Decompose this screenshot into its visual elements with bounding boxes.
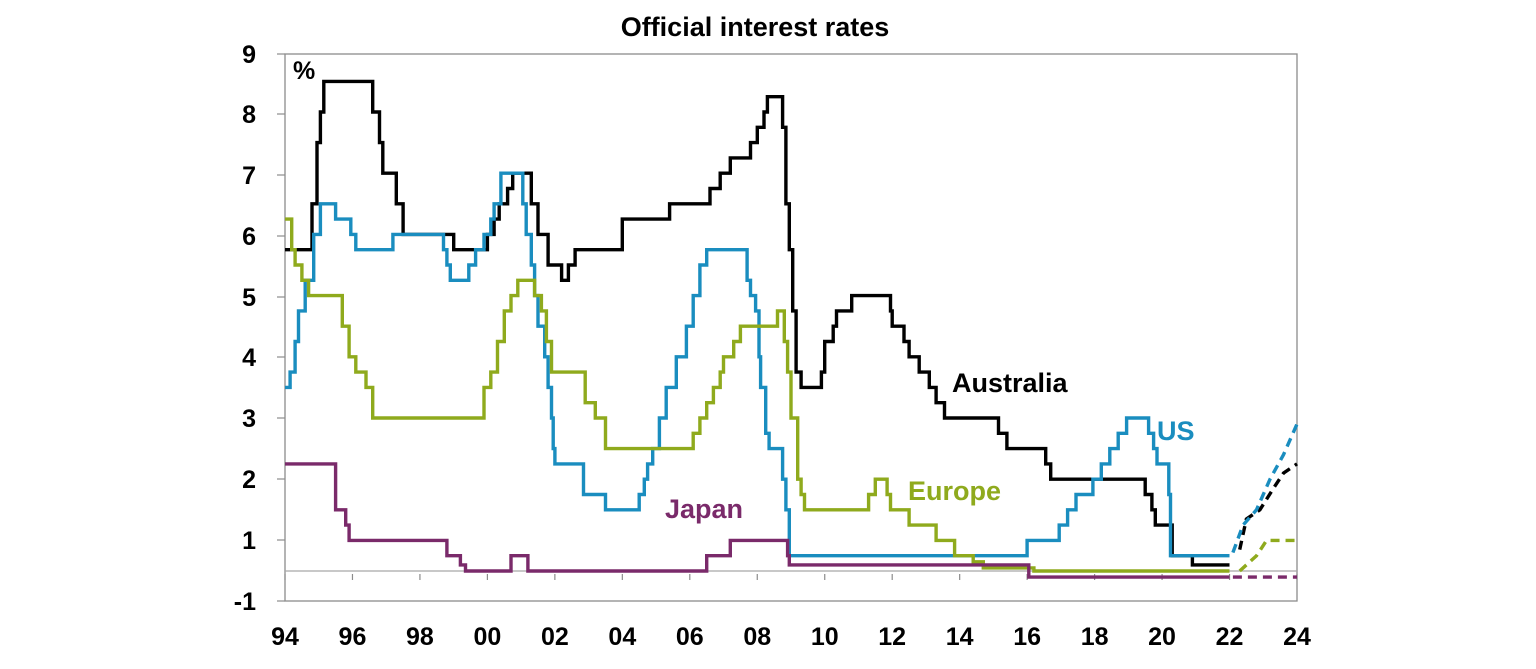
y-tick-label: 3 (242, 405, 256, 433)
y-tick-label: -1 (234, 588, 256, 616)
y-tick-label: 9 (242, 41, 256, 69)
y-tick-label: 2 (242, 466, 256, 494)
series-line-us (285, 171, 1230, 558)
series-label-japan: Japan (665, 494, 743, 524)
x-tick-label: 98 (406, 623, 434, 651)
y-tick-label: 8 (242, 101, 256, 129)
series-label-australia: Australia (952, 368, 1069, 398)
x-tick-label: 18 (1081, 623, 1109, 651)
series-layer (285, 79, 1299, 579)
y-unit-label: % (293, 57, 315, 85)
series-label-us: US (1157, 416, 1195, 446)
y-tick-label: 6 (242, 223, 256, 251)
x-tick-label: 02 (541, 623, 569, 651)
chart-title: Official interest rates (621, 12, 890, 42)
series-line-europe-forecast (1238, 538, 1297, 573)
x-tick-label: 12 (878, 623, 906, 651)
plot-area-frame (284, 53, 1298, 602)
y-tick-label: 5 (242, 284, 256, 312)
series-labels: Australia US Europe Japan (665, 368, 1195, 524)
series-line-australia-forecast (1238, 462, 1298, 550)
x-tick-label: 04 (608, 623, 636, 651)
y-tick-label: 4 (242, 344, 256, 372)
x-tick-label: 24 (1283, 623, 1311, 651)
series-line-europe (285, 217, 1230, 573)
x-tick-label: 22 (1216, 623, 1244, 651)
x-tick-label: 14 (946, 623, 974, 651)
x-tick-label: 00 (473, 623, 501, 651)
x-tick-label: 06 (676, 623, 704, 651)
y-tick-label: 1 (242, 527, 256, 555)
x-tick-label: 16 (1013, 623, 1041, 651)
series-label-europe: Europe (908, 476, 1001, 506)
x-tick-label: 94 (271, 623, 299, 651)
series-line-us-forecast (1231, 423, 1299, 554)
series-line-australia (285, 79, 1230, 567)
x-tick-label: 08 (743, 623, 771, 651)
series-line-japan (285, 462, 1230, 579)
x-tick-label: 10 (811, 623, 839, 651)
y-tick-label: 7 (242, 162, 256, 190)
x-tick-label: 96 (339, 623, 367, 651)
x-tick-label: 20 (1148, 623, 1176, 651)
